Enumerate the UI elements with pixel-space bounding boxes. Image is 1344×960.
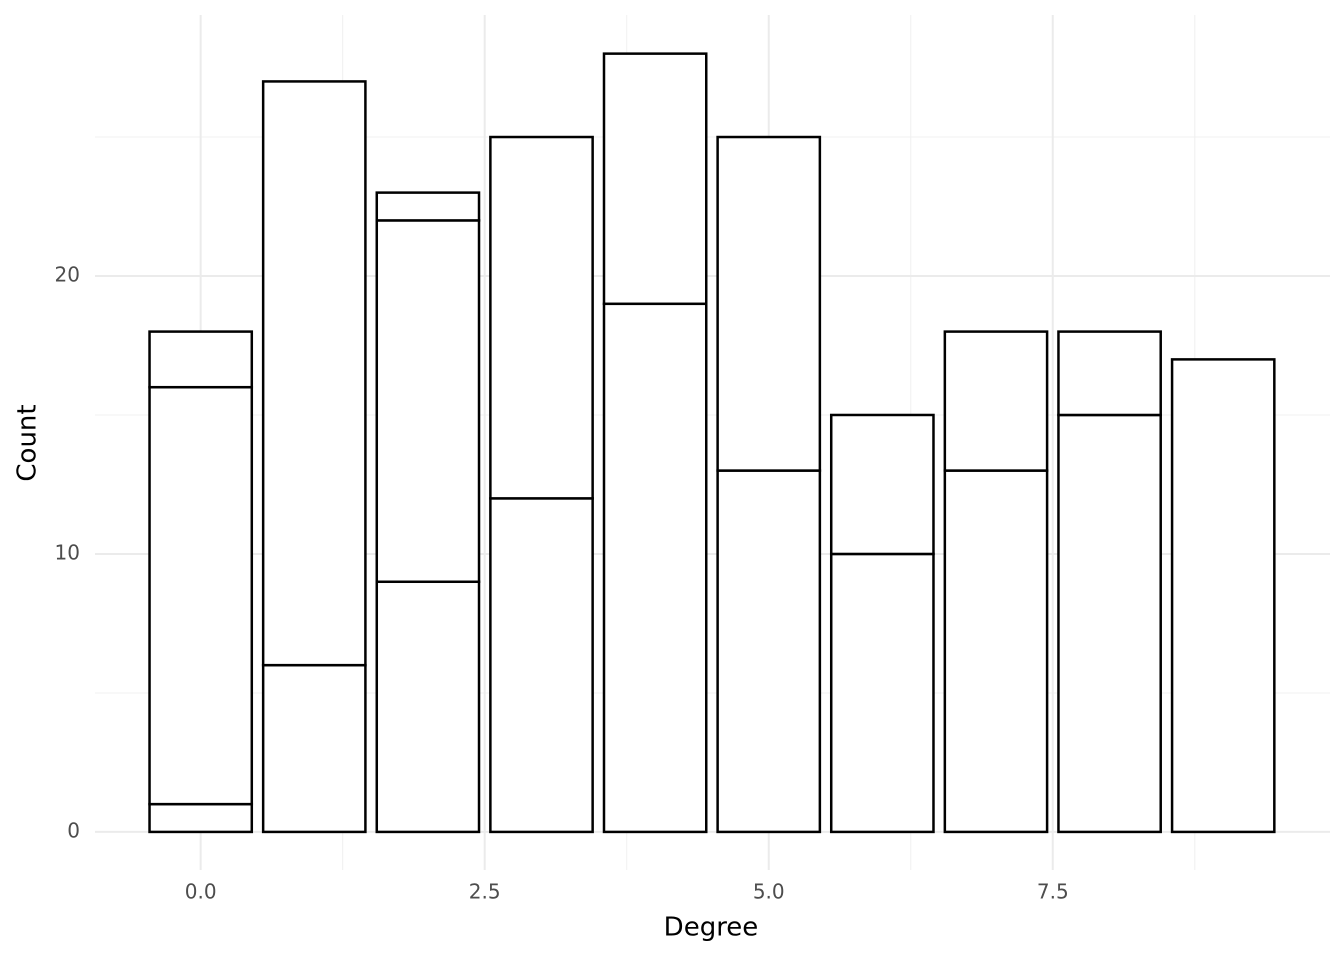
bar-segment — [1057, 413, 1162, 834]
bar-segment — [1057, 330, 1162, 417]
bar-segment — [1170, 358, 1276, 834]
bar-segment — [375, 191, 481, 222]
bar-segment — [375, 580, 481, 834]
bar-segment — [489, 135, 594, 500]
bar-segment — [261, 663, 367, 834]
bar-segment — [148, 330, 254, 389]
x-tick-label: 7.5 — [1037, 880, 1069, 904]
bar-segment — [148, 802, 254, 834]
y-tick-label: 20 — [55, 263, 80, 287]
bar-segment — [716, 469, 822, 834]
y-axis-title: Count — [13, 404, 43, 481]
bar-segment — [261, 80, 367, 667]
bar-segment — [489, 497, 594, 834]
x-tick-label: 5.0 — [753, 880, 785, 904]
y-tick-label: 0 — [67, 818, 80, 842]
x-axis-title: Degree — [664, 913, 759, 943]
bar-segment — [602, 302, 708, 834]
bar-segment — [829, 552, 935, 834]
y-tick-label: 10 — [55, 540, 80, 564]
bar-segment — [716, 135, 822, 472]
bar-segment — [943, 330, 1049, 472]
bar-segment — [148, 385, 254, 806]
bar-segment — [943, 469, 1049, 834]
x-tick-label: 0.0 — [185, 880, 217, 904]
bar-segment — [829, 413, 935, 556]
bar-segment — [602, 52, 708, 306]
bar-segment — [375, 219, 481, 584]
x-tick-label: 2.5 — [469, 880, 501, 904]
